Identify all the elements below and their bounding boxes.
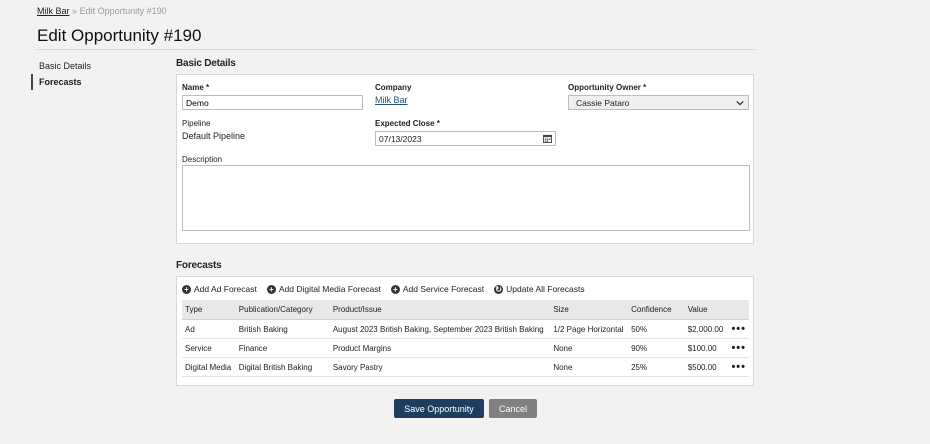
company-label: Company: [375, 83, 412, 92]
table-header-row: Type Publication/Category Product/Issue …: [182, 300, 749, 320]
chevron-down-icon: [736, 100, 744, 106]
title-divider: [37, 49, 755, 50]
add-digital-media-forecast-label: Add Digital Media Forecast: [278, 284, 381, 294]
save-opportunity-button[interactable]: Save Opportunity: [394, 399, 484, 418]
calendar-icon[interactable]: [543, 134, 552, 143]
description-textarea[interactable]: [182, 165, 750, 231]
column-header-type[interactable]: Type: [182, 300, 236, 320]
plus-circle-icon: +: [266, 284, 276, 294]
cell-type: Digital Media: [182, 357, 236, 377]
page-title: Edit Opportunity #190: [37, 26, 202, 45]
update-all-forecasts-label: Update All Forecasts: [506, 284, 585, 294]
cell-type: Service: [182, 338, 236, 358]
expected-close-value: 07/13/2023: [379, 134, 422, 144]
cell-value: $500.00: [684, 357, 729, 377]
row-menu-icon[interactable]: •••: [728, 338, 749, 358]
row-menu-icon[interactable]: •••: [728, 319, 749, 339]
cell-value: $100.00: [684, 338, 729, 358]
cell-value: $2,000.00: [684, 319, 729, 339]
sidenav-item-forecasts[interactable]: Forecasts: [31, 74, 161, 90]
cell-confidence: 50%: [628, 319, 685, 339]
breadcrumb-current: Edit Opportunity #190: [79, 6, 167, 16]
cell-publication: Finance: [235, 338, 330, 358]
expected-close-label: Expected Close *: [375, 119, 440, 128]
add-digital-media-forecast-button[interactable]: + Add Digital Media Forecast: [266, 282, 381, 296]
name-label: Name *: [182, 83, 210, 92]
add-service-forecast-button[interactable]: + Add Service Forecast: [390, 282, 485, 296]
column-header-value[interactable]: Value: [684, 300, 729, 320]
column-header-actions: [728, 300, 749, 320]
cell-publication: British Baking: [235, 319, 330, 339]
forecasts-panel: + Add Ad Forecast + Add Digital Media Fo…: [176, 276, 754, 386]
forecasts-heading: Forecasts: [176, 260, 222, 271]
forecasts-table: Type Publication/Category Product/Issue …: [182, 300, 749, 377]
column-header-product[interactable]: Product/Issue: [329, 300, 551, 320]
cell-product: Product Margins: [329, 338, 551, 358]
breadcrumb-separator: »: [72, 6, 78, 16]
owner-selected-value: Cassie Pataro: [576, 98, 630, 108]
column-header-publication[interactable]: Publication/Category: [235, 300, 330, 320]
sidenav-item-basic-details[interactable]: Basic Details: [39, 61, 92, 71]
table-row[interactable]: Service Finance Product Margins None 90%…: [182, 338, 749, 358]
section-nav: Basic Details Forecasts: [31, 58, 161, 90]
column-header-confidence[interactable]: Confidence: [628, 300, 685, 320]
column-header-size[interactable]: Size: [550, 300, 629, 320]
cancel-button[interactable]: Cancel: [489, 399, 537, 418]
row-menu-icon[interactable]: •••: [728, 357, 749, 377]
description-label: Description: [182, 155, 223, 164]
pipeline-value: Default Pipeline: [182, 131, 246, 141]
cell-size: 1/2 Page Horizontal: [550, 319, 629, 339]
cell-product: August 2023 British Baking, September 20…: [329, 319, 551, 339]
add-ad-forecast-label: Add Ad Forecast: [194, 284, 257, 294]
cell-publication: Digital British Baking: [235, 357, 330, 377]
company-link[interactable]: Milk Bar: [375, 95, 408, 105]
plus-circle-icon: +: [182, 284, 191, 294]
pipeline-label: Pipeline: [182, 119, 211, 128]
forecast-actions: + Add Ad Forecast + Add Digital Media Fo…: [182, 282, 585, 296]
cell-size: None: [550, 338, 629, 358]
cell-size: None: [550, 357, 629, 377]
table-row[interactable]: Digital Media Digital British Baking Sav…: [182, 357, 749, 377]
table-row[interactable]: Ad British Baking August 2023 British Ba…: [182, 319, 749, 339]
name-input[interactable]: [182, 95, 363, 110]
cell-confidence: 25%: [628, 357, 685, 377]
expected-close-input[interactable]: 07/13/2023: [375, 131, 556, 146]
add-ad-forecast-button[interactable]: + Add Ad Forecast: [182, 282, 257, 296]
refresh-circle-icon: ↻: [494, 284, 504, 294]
add-service-forecast-label: Add Service Forecast: [402, 284, 485, 294]
cell-product: Savory Pastry: [329, 357, 551, 377]
cell-type: Ad: [182, 319, 236, 339]
basic-details-panel: Name * Company Milk Bar Opportunity Owne…: [176, 74, 754, 244]
update-all-forecasts-button[interactable]: ↻ Update All Forecasts: [494, 282, 585, 296]
breadcrumb: Milk Bar » Edit Opportunity #190: [37, 6, 167, 16]
basic-details-heading: Basic Details: [176, 58, 236, 69]
plus-circle-icon: +: [390, 284, 400, 294]
owner-select[interactable]: Cassie Pataro: [568, 95, 749, 110]
owner-label: Opportunity Owner *: [568, 83, 647, 92]
cell-confidence: 90%: [628, 338, 685, 358]
breadcrumb-link-company[interactable]: Milk Bar: [37, 6, 70, 16]
